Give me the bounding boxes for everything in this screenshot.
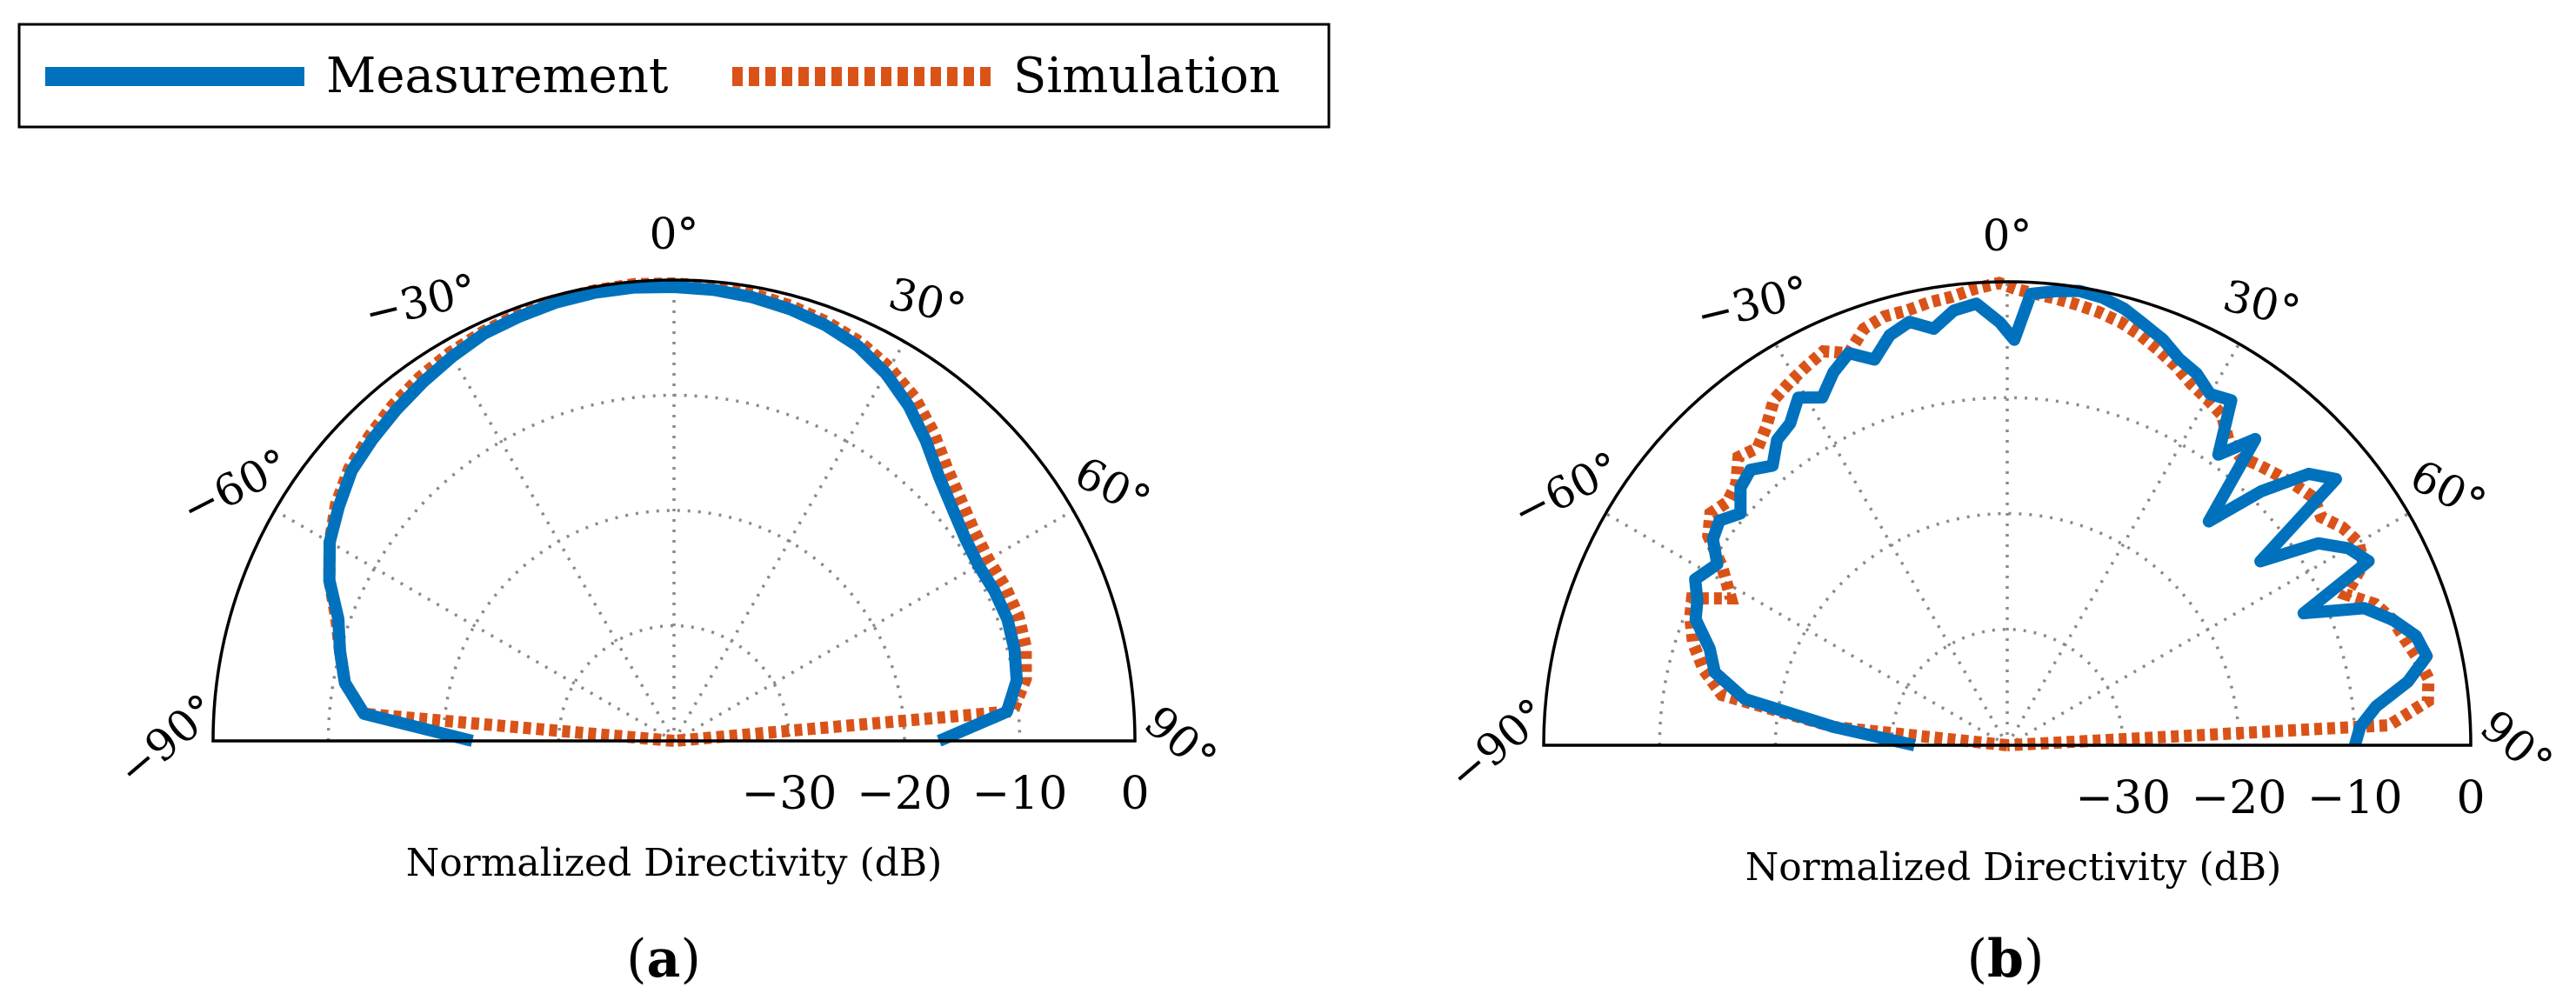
panel-b-measurement-line <box>1689 284 2433 751</box>
polar-panel-b: −90°−60°−30°0°30°60°90° −30 −20 −10 0 Norma… <box>1438 210 2562 990</box>
legend: Measurement Simulation <box>17 23 1331 129</box>
panel-a-angle-label: 60° <box>1067 447 1158 527</box>
panel-b-grid-spoke <box>1773 343 2009 746</box>
panel-b-xlabel: Normalized Directivity (dB) <box>1745 845 2282 890</box>
panel-b-grid-spoke <box>1605 511 2008 747</box>
panel-a-grid <box>274 280 1074 743</box>
panel-a-r-labels: −30 −20 −10 0 <box>742 768 1150 820</box>
panel-b-angle-label: −90° <box>1438 689 1558 801</box>
panel-b-r-labels: −30 −20 −10 0 <box>2075 772 2485 824</box>
panel-a-xlabel: Normalized Directivity (dB) <box>406 841 943 885</box>
panel-b-r-tick-label: −20 <box>2192 772 2287 824</box>
panel-a-measurement-line <box>323 281 1024 747</box>
panel-a-angle-label: −30° <box>360 264 482 340</box>
panel-a-frame <box>211 278 1137 743</box>
panel-a-r-tick-label: −20 <box>857 768 952 820</box>
panel-b-angle-label: 60° <box>2402 450 2493 530</box>
panel-a-r-tick-label: 0 <box>1120 768 1149 820</box>
panel-b-r-tick-label: −30 <box>2075 772 2171 824</box>
panel-b-angle-label: −30° <box>1692 266 1813 342</box>
panel-b-angle-label: 30° <box>2219 270 2306 337</box>
panel-a-label: (a) <box>626 929 701 990</box>
panel-b-frame <box>1542 280 2473 747</box>
panel-b-angle-label: −60° <box>1505 442 1629 538</box>
panel-a-angle-label: 0° <box>650 209 699 259</box>
panel-a-angle-label: 30° <box>884 268 971 335</box>
panel-b-angle-label: 0° <box>1983 210 2032 261</box>
panel-b-r-tick-label: −10 <box>2307 772 2403 824</box>
panel-a-r-tick-label: −10 <box>972 768 1068 820</box>
panel-a-angle-label: −90° <box>108 684 227 797</box>
panel-b-angle-labels: −90°−60°−30°0°30°60°90° <box>1438 210 2562 801</box>
panel-a-grid-spoke <box>274 509 675 743</box>
panel-b-simulation-line <box>1684 277 2435 751</box>
panel-a-grid-ring <box>557 624 791 742</box>
polar-panel-a: −90°−60°−30°0°30°60°90° −30 −20 −10 0 Norma… <box>108 209 1226 990</box>
panel-a-r-tick-label: −30 <box>742 768 838 820</box>
panel-b-grid-spoke <box>2005 343 2241 746</box>
panel-a-grid-spoke <box>672 341 906 742</box>
legend-simulation-label: Simulation <box>1013 48 1280 104</box>
panel-a-grid-spoke <box>442 341 676 742</box>
panel-a-angle-labels: −90°−60°−30°0°30°60°90° <box>108 209 1226 797</box>
panel-b-label: (b) <box>1967 929 2045 990</box>
legend-measurement-label: Measurement <box>326 48 669 104</box>
panel-a-grid-spoke <box>673 509 1074 743</box>
panel-b-grid-ring <box>1890 628 2125 746</box>
panel-a-angle-label: −60° <box>173 439 297 536</box>
panel-b-r-tick-label: 0 <box>2456 772 2485 824</box>
panel-b-grid-ring <box>1658 396 2357 746</box>
